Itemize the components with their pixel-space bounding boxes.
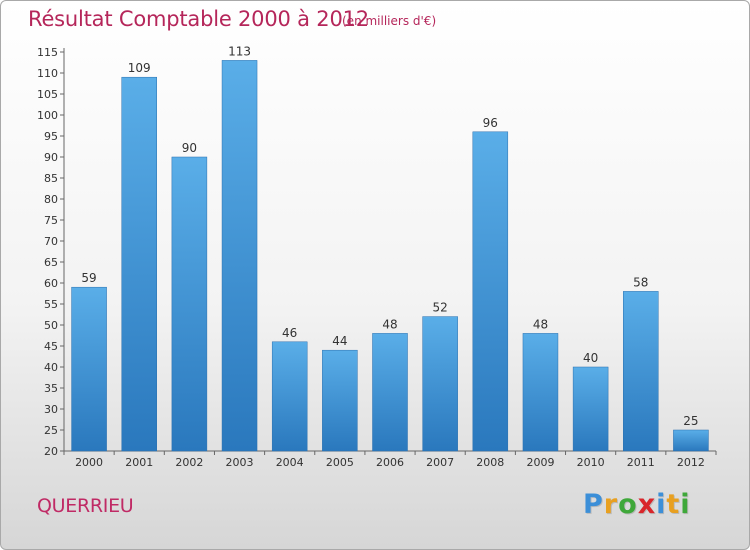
x-axis: 2000 2001 2002 2003 2004 2005 2006 2007 2008 2009… (63, 450, 717, 469)
y-tick-label: 95 (44, 130, 58, 143)
bar (572, 366, 609, 452)
bar-value-label: 109 (128, 61, 151, 75)
bar-value-label: 48 (533, 317, 548, 331)
y-tick-label: 80 (44, 193, 58, 206)
y-tick-label: 35 (44, 382, 58, 395)
x-tick-label: 2008 (476, 456, 504, 469)
logo-letter: x (637, 489, 657, 520)
bar-value-label: 90 (182, 141, 197, 155)
logo-letter: P (583, 489, 604, 520)
proxiti-logo[interactable]: Proxiti (583, 489, 691, 520)
bar (271, 341, 308, 452)
chart-subtitle: (en milliers d'€) (342, 14, 437, 28)
y-tick-label: 45 (44, 340, 58, 353)
bar-value-label: 40 (583, 351, 598, 365)
bar (522, 333, 559, 452)
y-axis: 20 25 30 35 40 45 50 55 60 65 70 75 80 85 90 95 100 105 11… (37, 46, 65, 458)
y-tick-label: 55 (44, 298, 58, 311)
y-tick-label: 25 (44, 424, 58, 437)
x-tick-label: 2000 (75, 456, 103, 469)
bar-value-label: 46 (282, 326, 297, 340)
x-tick-label: 2012 (677, 456, 705, 469)
bar (472, 131, 509, 452)
logo-letter: i (656, 489, 667, 520)
y-tick-label: 75 (44, 214, 58, 227)
y-tick-label: 90 (44, 151, 58, 164)
logo-letter: i (680, 489, 691, 520)
bar (673, 429, 709, 452)
x-tick-label: 2010 (577, 456, 605, 469)
bar-value-label: 113 (228, 44, 251, 58)
bar (171, 156, 208, 452)
y-tick-label: 115 (37, 46, 58, 59)
x-tick-label: 2001 (125, 456, 153, 469)
y-tick-label: 60 (44, 277, 58, 290)
x-tick-label: 2006 (376, 456, 404, 469)
x-tick-label: 2004 (276, 456, 304, 469)
logo-letter: r (603, 489, 619, 520)
bar (623, 291, 659, 452)
bar (71, 286, 107, 452)
bar-value-label: 52 (433, 301, 448, 315)
y-tick-label: 30 (44, 403, 58, 416)
chart-title: Résultat Comptable 2000 à 2012 (28, 7, 369, 31)
commune-name: QUERRIEU (37, 495, 134, 517)
bars: 59 109 90 113 46 44 48 52 96 48 40 58 25 (71, 44, 709, 452)
y-tick-label: 105 (37, 88, 58, 101)
y-tick-label: 65 (44, 256, 58, 269)
x-tick-label: 2005 (326, 456, 354, 469)
bar-value-label: 44 (332, 334, 347, 348)
bar (372, 333, 408, 452)
x-tick-label: 2011 (627, 456, 655, 469)
bar (121, 76, 157, 452)
y-tick-label: 40 (44, 361, 58, 374)
x-tick-label: 2009 (526, 456, 554, 469)
bar-value-label: 48 (382, 317, 397, 331)
logo-letter: t (666, 489, 681, 520)
bar-value-label: 59 (81, 271, 96, 285)
y-tick-label: 110 (37, 67, 58, 80)
y-tick-label: 85 (44, 172, 58, 185)
bar-value-label: 25 (683, 414, 698, 428)
bar (422, 316, 458, 452)
y-tick-label: 20 (44, 445, 58, 458)
x-tick-label: 2003 (226, 456, 254, 469)
y-tick-label: 50 (44, 319, 58, 332)
y-tick-label: 100 (37, 109, 58, 122)
y-tick-label: 70 (44, 235, 58, 248)
bar (221, 60, 258, 452)
logo-letter: o (618, 489, 638, 520)
x-tick-label: 2007 (426, 456, 454, 469)
x-tick-label: 2002 (175, 456, 203, 469)
bar-value-label: 96 (483, 116, 498, 130)
bar (322, 349, 358, 452)
bar-value-label: 58 (633, 275, 648, 289)
